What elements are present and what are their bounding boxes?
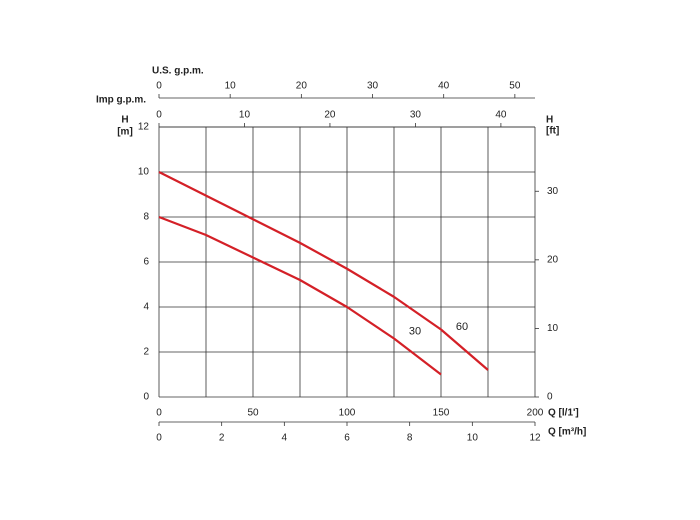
y-axis-label: H [121, 115, 128, 126]
y2-tick-label: 20 [547, 254, 559, 265]
curve-label: 30 [409, 325, 421, 337]
top-tick-label: 10 [239, 110, 251, 121]
x-tick-label: 100 [339, 408, 356, 419]
y2-axis-label: [ft] [546, 126, 559, 137]
top-tick-label: 20 [296, 81, 308, 92]
y2-tick-label: 0 [547, 392, 553, 403]
y-axis-label: [m] [117, 127, 133, 138]
x2-tick-label: 8 [407, 433, 413, 444]
x-tick-label: 200 [527, 408, 544, 419]
y-tick-label: 6 [143, 257, 149, 268]
x2-axis-label: Q [m³/h] [548, 427, 586, 438]
top-tick-label: 40 [438, 81, 450, 92]
top-tick-label: 50 [509, 81, 521, 92]
y-tick-label: 0 [143, 392, 149, 403]
x-axis-label: Q [l/1'] [548, 408, 579, 419]
x-tick-label: 50 [247, 408, 259, 419]
x2-tick-label: 4 [282, 433, 288, 444]
x-tick-label: 150 [433, 408, 450, 419]
x2-tick-label: 6 [344, 433, 350, 444]
y2-axis-label: H [546, 115, 553, 126]
top-tick-label: 30 [410, 110, 422, 121]
y2-tick-label: 10 [547, 323, 559, 334]
y2-tick-label: 30 [547, 186, 559, 197]
top-tick-label: 0 [156, 110, 162, 121]
y-tick-label: 10 [138, 167, 150, 178]
x-tick-label: 0 [156, 408, 162, 419]
top-tick-label: 20 [324, 110, 336, 121]
top-axis-label: Imp g.p.m. [96, 95, 146, 106]
curve-label: 60 [456, 321, 468, 333]
y-tick-label: 12 [138, 122, 150, 133]
x2-tick-label: 2 [219, 433, 225, 444]
x2-tick-label: 12 [529, 433, 541, 444]
y-tick-label: 4 [143, 302, 149, 313]
x2-tick-label: 10 [467, 433, 479, 444]
top-tick-label: 0 [156, 81, 162, 92]
y-tick-label: 2 [143, 347, 149, 358]
top-tick-label: 10 [225, 81, 237, 92]
x2-tick-label: 0 [156, 433, 162, 444]
y-tick-label: 8 [143, 212, 149, 223]
top-axis-label: U.S. g.p.m. [152, 66, 204, 77]
top-tick-label: 40 [495, 110, 507, 121]
curve [158, 171, 489, 371]
top-tick-label: 30 [367, 81, 379, 92]
curve [158, 215, 442, 376]
